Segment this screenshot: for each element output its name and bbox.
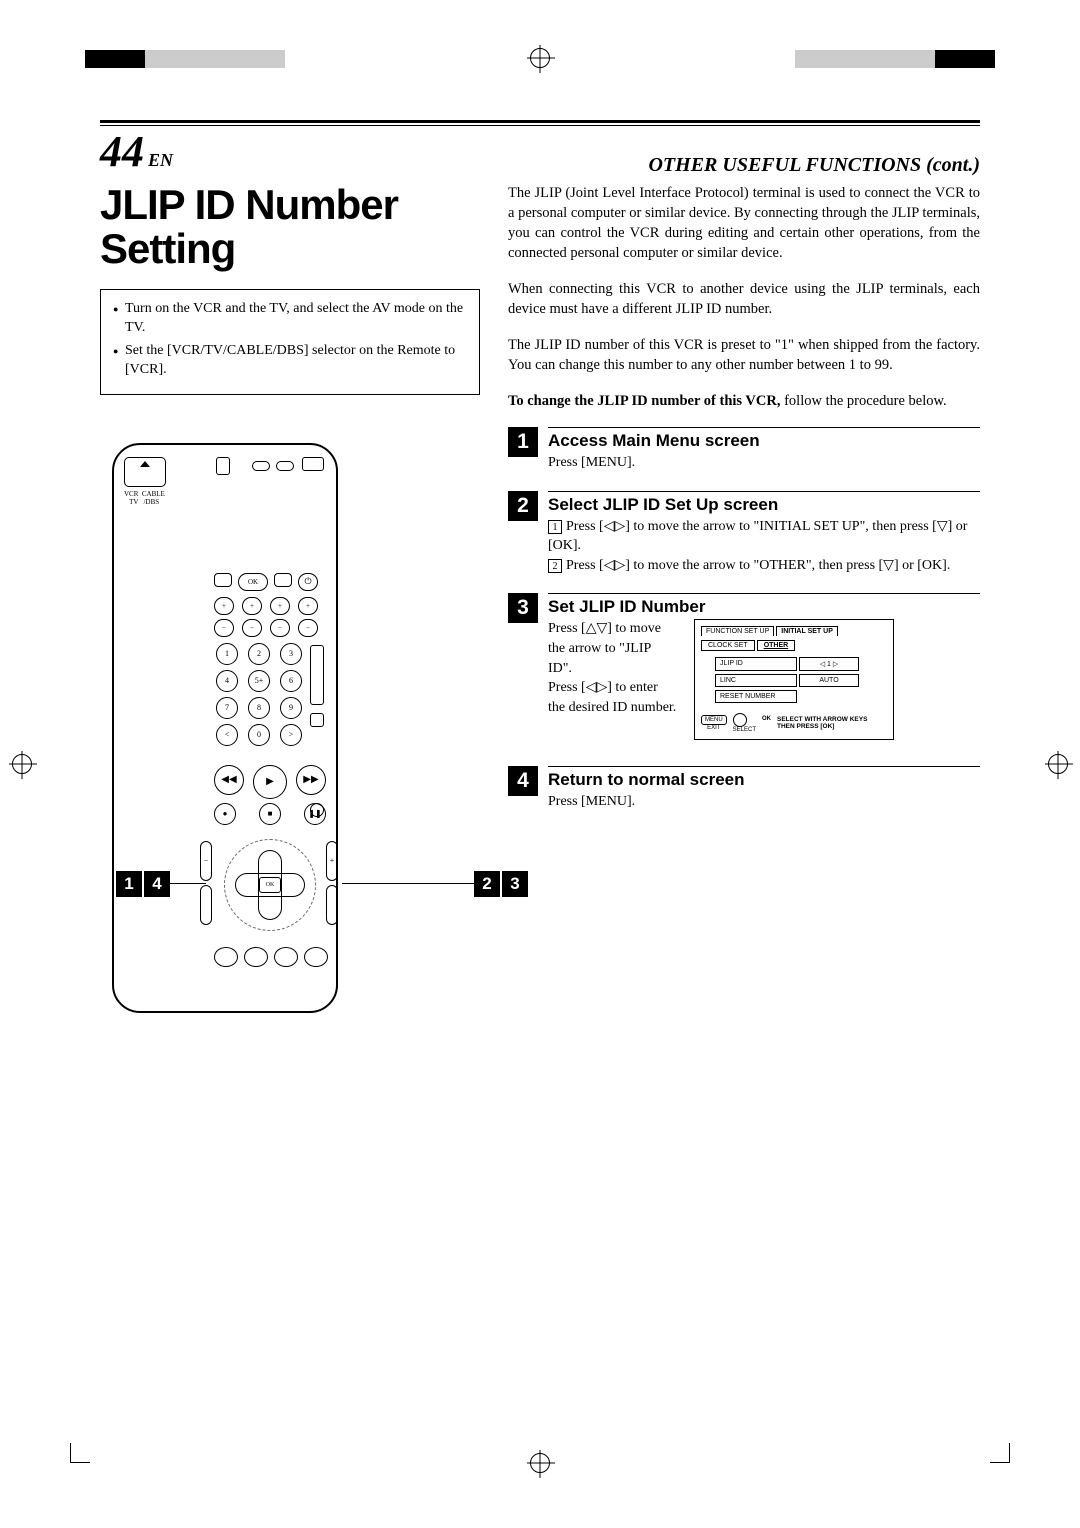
bottom-ovals-icon	[214, 947, 328, 967]
step-number: 2	[508, 491, 538, 521]
page-title: JLIP ID Number Setting	[100, 183, 480, 271]
step-title: Access Main Menu screen	[548, 431, 980, 451]
step-number: 4	[508, 766, 538, 796]
step-2: 2 Select JLIP ID Set Up screen 1Press [◁…	[508, 491, 980, 576]
page-content: 44EN OTHER USEFUL FUNCTIONS (cont.) JLIP…	[100, 120, 980, 1348]
step-text: 1Press [◁▷] to move the arrow to "INITIA…	[548, 517, 980, 576]
step-number: 1	[508, 427, 538, 457]
osd-tab: INITIAL SET UP	[776, 626, 838, 636]
transport-buttons-icon: ◀◀▶▶▶	[214, 765, 326, 799]
numeric-keypad: 123 45+6 789 <0>	[216, 643, 304, 746]
remote-top-panel	[212, 455, 330, 575]
remote-illustration: VCR CABLE TV /DBS OK ⏻	[100, 443, 480, 1013]
page-header: 44EN OTHER USEFUL FUNCTIONS (cont.)	[100, 125, 980, 177]
selector-switch-icon	[124, 457, 166, 487]
note-item: Set the [VCR/TV/CABLE/DBS] selector on t…	[113, 342, 467, 380]
ok-button-icon: OK	[238, 573, 268, 591]
intro-p4: To change the JLIP ID number of this VCR…	[508, 391, 980, 411]
remote-outline: VCR CABLE TV /DBS OK ⏻	[112, 443, 338, 1013]
intro-p3: The JLIP ID number of this VCR is preset…	[508, 335, 980, 375]
step-title: Select JLIP ID Set Up screen	[548, 495, 980, 515]
dpad-icon: OK	[218, 833, 322, 937]
osd-subtab: CLOCK SET	[701, 640, 755, 651]
step-4: 4 Return to normal screen Press [MENU].	[508, 766, 980, 812]
step-title: Return to normal screen	[548, 770, 980, 790]
intro-p1: The JLIP (Joint Level Interface Protocol…	[508, 183, 980, 263]
callout-right: 2 3	[474, 871, 530, 897]
osd-subtab: OTHER	[757, 640, 796, 651]
page-number: 44EN	[100, 126, 173, 177]
step-title: Set JLIP ID Number	[548, 597, 980, 617]
intro-p2: When connecting this VCR to another devi…	[508, 279, 980, 319]
note-item: Turn on the VCR and the TV, and select t…	[113, 300, 467, 338]
step-text: Press [△▽] to move the arrow to "JLIP ID…	[548, 619, 678, 717]
step-text: Press [MENU].	[548, 453, 980, 473]
setup-notes: Turn on the VCR and the TV, and select t…	[100, 289, 480, 395]
osd-tab: FUNCTION SET UP	[701, 626, 774, 636]
step-3: 3 Set JLIP ID Number Press [△▽] to move …	[508, 593, 980, 740]
section-title: OTHER USEFUL FUNCTIONS (cont.)	[648, 154, 980, 177]
step-1: 1 Access Main Menu screen Press [MENU].	[508, 427, 980, 473]
callout-left: 1 4	[116, 871, 172, 897]
step-number: 3	[508, 593, 538, 623]
step-text: Press [MENU].	[548, 792, 980, 812]
power-icon: ⏻	[298, 573, 318, 591]
osd-screen: FUNCTION SET UP INITIAL SET UP CLOCK SET…	[694, 619, 894, 740]
